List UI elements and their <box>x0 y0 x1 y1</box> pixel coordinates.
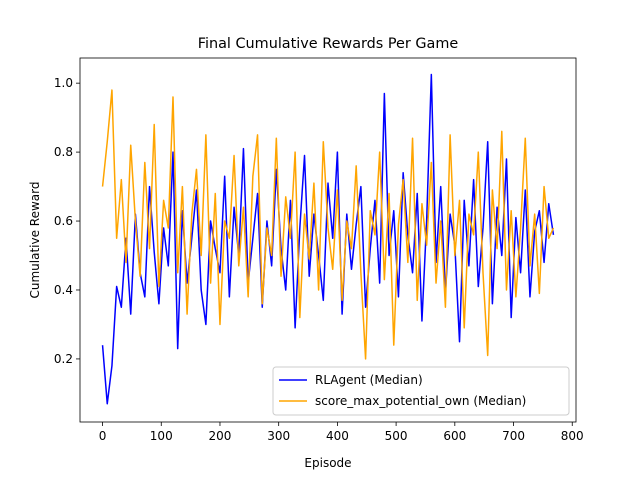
series-line <box>101 89 555 360</box>
y-axis-label: Cumulative Reward <box>28 182 42 299</box>
x-tick-label: 700 <box>502 429 525 443</box>
x-tick-label: 400 <box>326 429 349 443</box>
x-tick-label: 500 <box>385 429 408 443</box>
chart-title: Final Cumulative Rewards Per Game <box>198 36 459 52</box>
y-tick-label: 0.8 <box>54 145 73 159</box>
legend-label: score_max_potential_own (Median) <box>315 394 526 408</box>
x-tick-label: 300 <box>267 429 290 443</box>
y-tick-label: 0.4 <box>54 283 73 297</box>
y-tick-label: 0.2 <box>54 352 73 366</box>
plot-frame <box>79 57 577 423</box>
y-tick-label: 0.6 <box>54 214 73 228</box>
x-axis-label: Episode <box>304 456 351 470</box>
x-tick-label: 200 <box>209 429 232 443</box>
legend-label: RLAgent (Median) <box>315 373 423 387</box>
x-tick-label: 800 <box>561 429 584 443</box>
series-line <box>101 73 555 405</box>
x-tick-label: 600 <box>443 429 466 443</box>
x-tick-label: 0 <box>99 429 107 443</box>
legend-box <box>272 366 570 416</box>
x-tick-label: 100 <box>150 429 173 443</box>
y-tick-label: 1.0 <box>54 76 73 90</box>
